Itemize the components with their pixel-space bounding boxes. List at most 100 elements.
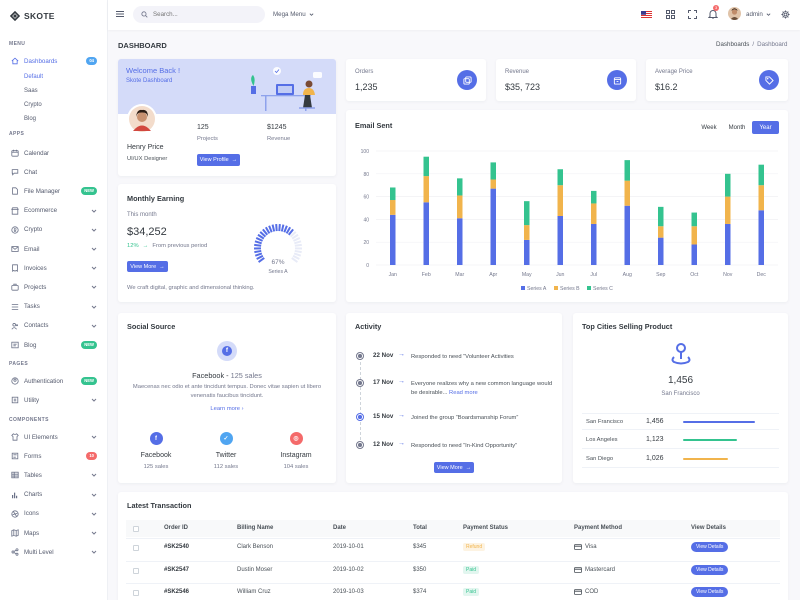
facebook-icon[interactable]: f xyxy=(149,432,163,445)
revenue-label: Revenue xyxy=(267,136,291,142)
read-more-link[interactable]: Read more xyxy=(449,389,478,396)
sidebar-item-icons[interactable]: Icons xyxy=(0,507,108,521)
sidebar-subitem-default[interactable]: Default xyxy=(24,74,44,80)
row-checkbox[interactable] xyxy=(133,567,139,574)
tab-month[interactable]: Month xyxy=(728,124,746,131)
billing-name: William Cruz xyxy=(237,589,271,595)
bar-series-a-feb xyxy=(423,202,429,265)
sidebar-item-crypto[interactable]: Crypto xyxy=(0,223,108,237)
sidebar-item-authentication[interactable]: Authentication NEW xyxy=(0,374,108,388)
sidebar-item-dashboards[interactable]: Dashboards 04 xyxy=(0,54,108,68)
activity-title: Activity xyxy=(355,322,382,331)
sidebar-item-charts[interactable]: Charts xyxy=(0,488,108,502)
sidebar-item-label: Multi Level xyxy=(24,548,54,556)
search-input[interactable] xyxy=(153,11,253,18)
bar-series-c-mar xyxy=(457,178,463,196)
aperture-icon xyxy=(10,509,19,518)
bar-series-a-oct xyxy=(691,244,697,265)
sidebar-item-email[interactable]: Email xyxy=(0,242,108,256)
legend-label[interactable]: Series B xyxy=(560,286,580,292)
chevron-down-icon xyxy=(91,550,97,554)
profile-role: UI/UX Designer xyxy=(127,156,168,162)
view-more-button[interactable]: View More → xyxy=(127,261,168,272)
social-heading-name: Facebook xyxy=(192,371,225,380)
activity-date: 22 Nov xyxy=(373,352,394,359)
sidebar-item-calendar[interactable]: Calendar xyxy=(0,146,108,160)
legend-label[interactable]: Series C xyxy=(593,286,613,292)
activity-view-more-button[interactable]: View More → xyxy=(434,462,474,473)
sidebar-item-label: Calendar xyxy=(24,149,50,157)
monthly-earning-title: Monthly Earning xyxy=(127,194,185,203)
twitter-icon[interactable]: ✓ xyxy=(219,432,233,445)
sidebar-subitem-blog[interactable]: Blog xyxy=(24,116,37,122)
sidebar-item-multi-level[interactable]: Multi Level xyxy=(0,545,108,559)
gauge-tick xyxy=(291,233,299,240)
us-flag-icon[interactable] xyxy=(641,11,652,18)
sidebar-item-invoices[interactable]: Invoices xyxy=(0,261,108,275)
gauge-tick xyxy=(264,226,271,234)
activity-text: Everyone realizes why a new common langu… xyxy=(411,380,557,397)
sidebar-badge: 10 xyxy=(86,452,97,461)
order-id[interactable]: #SK2546 xyxy=(164,589,190,595)
payment-method-label: COD xyxy=(585,589,599,595)
order-date: 2019-10-03 xyxy=(333,589,364,595)
payment-method-label: Mastercard xyxy=(585,566,616,573)
calendar-icon xyxy=(10,149,19,158)
sidebar-item-file-manager[interactable]: File Manager NEW xyxy=(0,184,108,198)
sidebar-item-utility[interactable]: Utility xyxy=(0,393,108,407)
tab-year[interactable]: Year xyxy=(752,121,779,134)
map-marker-icon xyxy=(670,342,692,368)
avatar[interactable] xyxy=(728,7,741,20)
apps-grid-icon[interactable] xyxy=(666,10,675,21)
sidebar-item-maps[interactable]: Maps xyxy=(0,526,108,540)
sidebar-item-contacts[interactable]: Contacts xyxy=(0,319,108,333)
gauge-tick xyxy=(292,254,300,260)
chevron-down-icon xyxy=(91,247,97,251)
bar-series-c-nov xyxy=(725,173,731,197)
order-id[interactable]: #SK2540 xyxy=(164,544,190,550)
sidebar-subitem-crypto[interactable]: Crypto xyxy=(24,102,42,108)
bar-series-b-sep xyxy=(658,226,664,238)
view-details-button[interactable]: View Details xyxy=(691,587,729,597)
projects-label: Projects xyxy=(197,136,218,142)
instagram-icon[interactable]: ◎ xyxy=(289,432,303,445)
sidebar-item-blog[interactable]: Blog NEW xyxy=(0,338,108,352)
sidebar-item-tasks[interactable]: Tasks xyxy=(0,300,108,314)
order-date: 2019-10-02 xyxy=(333,566,364,573)
hamburger-menu-icon[interactable] xyxy=(116,10,124,18)
bar-series-a-mar xyxy=(457,218,463,265)
view-details-button[interactable]: View Details xyxy=(691,564,729,575)
sidebar-subitem-saas[interactable]: Saas xyxy=(24,88,38,94)
tshirt-icon xyxy=(10,433,19,442)
gauge-tick xyxy=(287,228,294,236)
contacts-icon xyxy=(10,321,19,330)
activity-date: 15 Nov xyxy=(373,413,394,420)
activity-text: Responded to need “Volunteer Activities xyxy=(411,353,557,362)
order-id[interactable]: #SK2547 xyxy=(164,566,190,573)
billing-name: Dustin Moser xyxy=(237,566,273,573)
sidebar-item-ui-elements[interactable]: UI Elements xyxy=(0,430,108,444)
sidebar-item-ecommerce[interactable]: Ecommerce xyxy=(0,204,108,218)
sidebar-item-forms[interactable]: Forms 10 xyxy=(0,449,108,463)
notification-bell-icon[interactable]: 3 xyxy=(707,5,720,21)
sidebar-item-chat[interactable]: Chat xyxy=(0,165,108,179)
brand-logo[interactable]: SKOTE xyxy=(10,10,55,22)
row-checkbox[interactable] xyxy=(133,590,139,596)
sidebar-item-tables[interactable]: Tables xyxy=(0,468,108,482)
fullscreen-icon[interactable] xyxy=(688,10,697,21)
social-heading: Facebook - 125 sales xyxy=(192,371,262,380)
settings-gear-icon[interactable] xyxy=(781,10,790,21)
view-details-button[interactable]: View Details xyxy=(691,542,729,552)
sidebar-item-projects[interactable]: Projects xyxy=(0,280,108,294)
view-profile-button[interactable]: View Profile → xyxy=(197,154,240,166)
breadcrumb-dashboards[interactable]: Dashboards xyxy=(716,41,750,48)
city-row: Los Angeles 1,123 xyxy=(582,432,779,449)
row-checkbox[interactable] xyxy=(133,545,139,551)
select-all-checkbox[interactable] xyxy=(133,526,139,532)
learn-more-link[interactable]: Learn more › xyxy=(118,406,336,412)
legend-label[interactable]: Series A xyxy=(527,286,547,292)
copy-icon xyxy=(457,70,477,90)
mega-menu-button[interactable]: Mega Menu xyxy=(273,11,314,18)
tab-week[interactable]: Week xyxy=(701,124,717,131)
user-dropdown[interactable]: admin xyxy=(746,11,771,18)
